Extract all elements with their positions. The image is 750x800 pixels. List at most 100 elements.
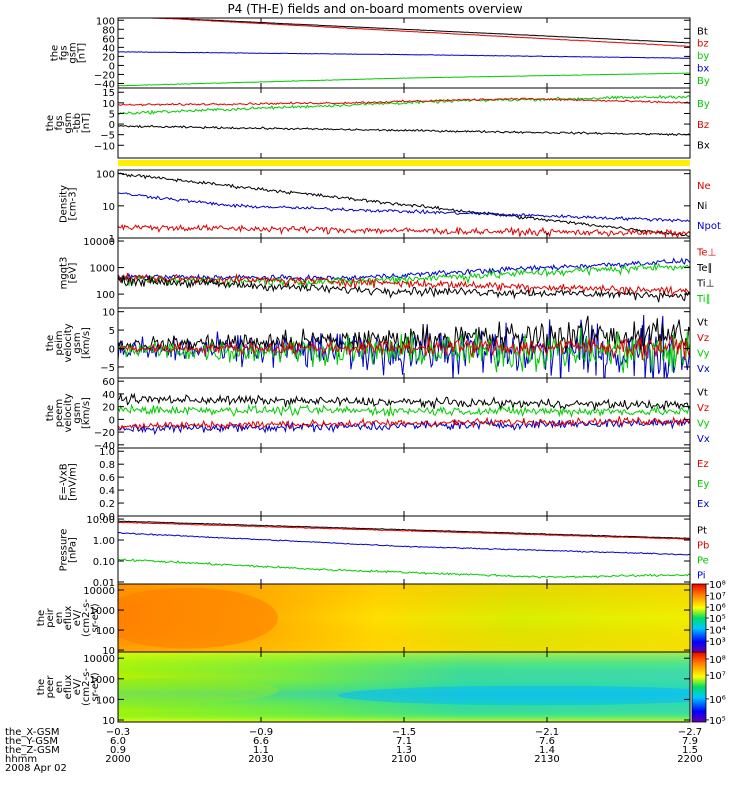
density-ytick-label: 100 bbox=[96, 170, 115, 181]
pressure-ytick-label: 1.00 bbox=[93, 536, 115, 547]
efield-ytick-label: 1.0 bbox=[99, 447, 115, 458]
footer-value-2-4: 1.5 bbox=[682, 745, 698, 756]
density-ylabel-line-1: [cm-3] bbox=[68, 187, 79, 220]
fgs_gsm-ylabel-line-3: [nT] bbox=[77, 43, 88, 63]
density-series-0 bbox=[118, 172, 690, 237]
chart-title: P4 (TH-E) fields and on-board moments ov… bbox=[227, 2, 522, 16]
fgs_gse-ytick-label: 10 bbox=[102, 99, 115, 110]
pressure-series-1 bbox=[118, 521, 690, 540]
peir_spec-colorbar bbox=[691, 583, 707, 653]
temperature-ylabel-line-0: mgqt3 bbox=[59, 257, 70, 290]
fgs_gsm-legend-1: bz bbox=[697, 39, 709, 50]
fgs_gsm-legend-0: Bt bbox=[697, 26, 708, 37]
fgs_gsm-ytick-label: 80 bbox=[102, 25, 115, 36]
fgs_gse-ylabel-line-4: [nT] bbox=[81, 113, 92, 133]
footer-value-1-4: 7.9 bbox=[682, 736, 698, 747]
peem_velocity-frame bbox=[117, 377, 691, 449]
footer-date: 2008 Apr 02 bbox=[5, 763, 67, 774]
efield-ytick-label: 0.6 bbox=[99, 473, 115, 484]
peem_velocity-legend-0: Vt bbox=[697, 387, 708, 398]
density-ylabel: Density[cm-3] bbox=[59, 185, 79, 223]
fgs_gsm-legend-3: bx bbox=[697, 64, 709, 75]
fgs_gse-series-2 bbox=[118, 124, 690, 137]
peer_spec-colorbar-label: 10⁷ bbox=[709, 671, 726, 682]
peer_spec-ytick-label: 10000 bbox=[83, 654, 115, 665]
footer-label-3: hhmm bbox=[5, 754, 37, 765]
peer_spec-cool-region bbox=[338, 685, 690, 706]
density-ylabel-line-0: Density bbox=[59, 185, 70, 223]
peer_spec-ylabel-line-3: eflux bbox=[63, 675, 74, 700]
peem_velocity-ylabel-line-2: velocity bbox=[63, 393, 74, 432]
peim_velocity-ylabel-line-0: the bbox=[45, 335, 56, 351]
peir_spec-ylabel-line-1: peir bbox=[45, 607, 56, 627]
peir_spec-colorbar-label: 10⁵ bbox=[709, 614, 726, 625]
pressure-legend-0: Pt bbox=[697, 525, 707, 536]
fgs_gse-ytick-label: −5 bbox=[100, 131, 115, 142]
efield-ytick-label: 0.8 bbox=[99, 460, 115, 471]
density-ytick-label: 10 bbox=[102, 202, 115, 213]
peim_velocity-ylabel-line-4: [km/s] bbox=[81, 327, 92, 359]
data-layer bbox=[118, 18, 690, 722]
peer_spec-ylabel-line-1: peer bbox=[45, 675, 56, 699]
peer_spec-ytick-label: 100 bbox=[96, 695, 115, 706]
peim_velocity-series-3 bbox=[118, 336, 690, 361]
peer_spec-ylabel-line-2: en bbox=[54, 681, 65, 694]
peem_velocity-ytick-label: 40 bbox=[102, 390, 115, 401]
pressure-ylabel: Pressure[nPa] bbox=[59, 529, 79, 572]
peim_velocity-ytick-label: 0 bbox=[109, 345, 115, 356]
fgs_gse-ylabel-line-1: fgs bbox=[54, 115, 65, 130]
fgs_gsm-legend-4: By bbox=[697, 76, 710, 87]
efield-frame bbox=[117, 447, 691, 517]
peem_velocity-legend-2: Vy bbox=[697, 418, 710, 429]
fgs_gse-legend-2: Bx bbox=[697, 141, 710, 152]
footer-value-1-0: 6.0 bbox=[110, 736, 126, 747]
fgs_gsm-ylabel-line-0: the bbox=[50, 45, 61, 61]
footer-label-1: the_Y-GSM bbox=[5, 736, 58, 747]
fgs_gsm-ylabel-line-1: fgs bbox=[59, 45, 70, 60]
pressure-legend-2: Pe bbox=[697, 555, 709, 566]
peem_velocity-ytick-label: 0 bbox=[109, 415, 115, 426]
fgs_gsm-ylabel-line-2: gsm bbox=[68, 42, 79, 63]
fgs_gsm-ytick-label: 40 bbox=[102, 43, 115, 54]
density-legend-2: Npot bbox=[697, 221, 721, 232]
peem_velocity-legend-3: Vx bbox=[697, 434, 710, 445]
efield-ytick-label: 0.0 bbox=[99, 512, 115, 523]
efield-legend-2: Ex bbox=[697, 499, 709, 510]
fgs_gsm-ytick-label: 60 bbox=[102, 34, 115, 45]
fgs_gsm-ytick-label: −20 bbox=[94, 70, 115, 81]
fgs_gse-series-1 bbox=[118, 97, 690, 107]
pressure-ylabel-line-0: Pressure bbox=[59, 529, 70, 572]
fgs_gsm-series-3 bbox=[118, 72, 690, 87]
peir_spec-ylabel-line-5: (cm2-s- bbox=[81, 599, 92, 637]
footer-label-2: the_Z-GSM bbox=[5, 745, 60, 756]
peem_velocity-ylabel-line-3: gsm bbox=[72, 402, 83, 423]
peer_spec-warm-region bbox=[118, 677, 278, 704]
fgs_gsm-ytick-label: 20 bbox=[102, 52, 115, 63]
peer_spec-colorbar-label: 10⁸ bbox=[709, 655, 726, 666]
pressure-ytick-label: 10.00 bbox=[86, 515, 115, 526]
temperature-frame bbox=[117, 237, 691, 309]
peer_spec-ytick-label: 10 bbox=[102, 716, 115, 727]
fgs_gse-ylabel-line-0: the bbox=[45, 115, 56, 131]
footer-value-2-1: 1.1 bbox=[253, 745, 269, 756]
efield-ylabel: E=-VxB[mV/m] bbox=[59, 463, 79, 501]
peim_velocity-legend-3: Vx bbox=[697, 364, 710, 375]
footer-value-0-3: −2.1 bbox=[535, 727, 559, 738]
pressure-series-0 bbox=[118, 520, 690, 539]
background-layer bbox=[118, 160, 690, 166]
footer-value-3-2: 2100 bbox=[391, 754, 416, 765]
peer_spec-ylabel-line-4: eV/ bbox=[72, 678, 83, 695]
pressure-legend-1: Pb bbox=[697, 540, 709, 551]
peir_spec-ylabel-line-3: eflux bbox=[63, 606, 74, 631]
fgs_gse-ytick-label: 15 bbox=[102, 88, 115, 99]
footer-label-0: the_X-GSM bbox=[5, 727, 59, 738]
peir_spec-ylabel-line-4: eV/ bbox=[72, 609, 83, 626]
peim_velocity-ytick-label: −5 bbox=[100, 363, 115, 374]
fgs_gse-series-0 bbox=[118, 94, 690, 115]
temperature-series-3 bbox=[118, 275, 690, 303]
efield-ytick-label: 0.4 bbox=[99, 486, 115, 497]
